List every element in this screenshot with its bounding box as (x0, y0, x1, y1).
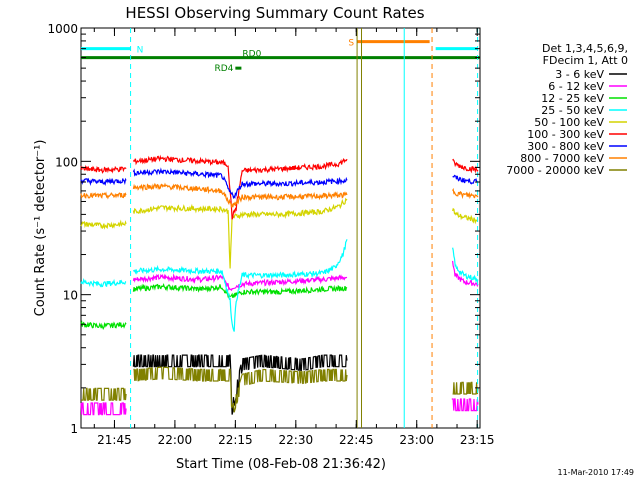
series-line (80, 402, 127, 416)
legend-header: FDecim 1, Att 0 (543, 54, 628, 67)
series-line (80, 164, 127, 174)
y-tick-label: 10 (63, 289, 78, 303)
series-1 (132, 354, 348, 415)
series-line (452, 174, 479, 185)
x-tick-label: 22:15 (218, 433, 253, 447)
series-5 (80, 197, 479, 269)
y-tick-label: 1 (70, 422, 78, 436)
y-axis-label: Count Rate (s⁻¹ detector⁻¹) (33, 140, 48, 317)
series-line (452, 247, 479, 284)
x-tick-label: 21:45 (97, 433, 132, 447)
series-9 (81, 366, 479, 413)
series-line (80, 320, 127, 331)
event-lines (130, 28, 479, 428)
series-line (452, 187, 479, 200)
series-line (452, 158, 479, 174)
series-line (132, 154, 348, 220)
plot-frame (80, 27, 481, 429)
series-3 (80, 282, 348, 331)
legend-entry-label: 50 - 100 keV (534, 116, 604, 129)
series-line (132, 167, 348, 200)
legend: Det 1,3,4,5,6,9,FDecim 1, Att 03 - 6 keV… (506, 42, 628, 177)
y-tick-label: 1000 (47, 22, 78, 36)
legend-entry-label: 6 - 12 keV (548, 80, 604, 93)
y-tick-label: 100 (55, 155, 78, 169)
series-line (452, 260, 479, 288)
x-axis-label: Start Time (08-Feb-08 21:36:42) (176, 457, 386, 472)
series-line (132, 282, 348, 299)
legend-entry-label: 3 - 6 keV (555, 68, 604, 81)
chart-title: HESSI Observing Summary Count Rates (125, 4, 424, 22)
footer-timestamp: 11-Mar-2010 17:49 (558, 468, 635, 477)
series-2 (80, 260, 479, 416)
flag-label-s: S (348, 39, 354, 49)
series-7 (80, 167, 479, 200)
flag-label-rd0: RD0 (242, 50, 261, 60)
axes: 21:45 22:00 22:15 22:30 22:45 23:00 23:15 1 10 10… (47, 22, 494, 447)
series-line (80, 177, 127, 187)
legend-entry-label: 100 - 300 keV (527, 128, 604, 141)
x-tick-label: 22:00 (158, 433, 193, 447)
series-line (132, 239, 348, 332)
x-tick-label: 23:15 (460, 433, 495, 447)
x-tick-label: 23:00 (399, 433, 434, 447)
series-lines (80, 154, 479, 416)
series-6 (80, 154, 479, 220)
legend-entry-label: 300 - 800 keV (527, 140, 604, 153)
legend-header: Det 1,3,4,5,6,9, (542, 42, 628, 55)
series-8 (80, 182, 479, 209)
series-line (132, 197, 348, 269)
legend-entry-label: 800 - 7000 keV (520, 152, 604, 165)
series-line (451, 398, 479, 412)
x-tick-label: 22:30 (279, 433, 314, 447)
series-line (80, 191, 127, 200)
flag-label-rd4: RD4 (214, 64, 233, 74)
series-line (133, 366, 348, 413)
series-4 (80, 239, 479, 332)
flag-label-n: N (137, 46, 144, 56)
series-line (80, 219, 127, 230)
series-line (452, 207, 479, 225)
legend-entry-label: 12 - 25 keV (541, 92, 604, 105)
series-line (81, 387, 127, 401)
series-line (132, 182, 348, 209)
plot-area (80, 27, 481, 429)
series-line (80, 278, 127, 288)
flag-bars: N S RD0 RD4 (81, 39, 480, 74)
x-tick-label: 22:45 (339, 433, 374, 447)
legend-entry-label: 25 - 50 keV (541, 104, 604, 117)
series-line (132, 273, 348, 292)
series-line (132, 354, 348, 415)
legend-entry-label: 7000 - 20000 keV (506, 164, 604, 177)
series-line (452, 381, 479, 395)
